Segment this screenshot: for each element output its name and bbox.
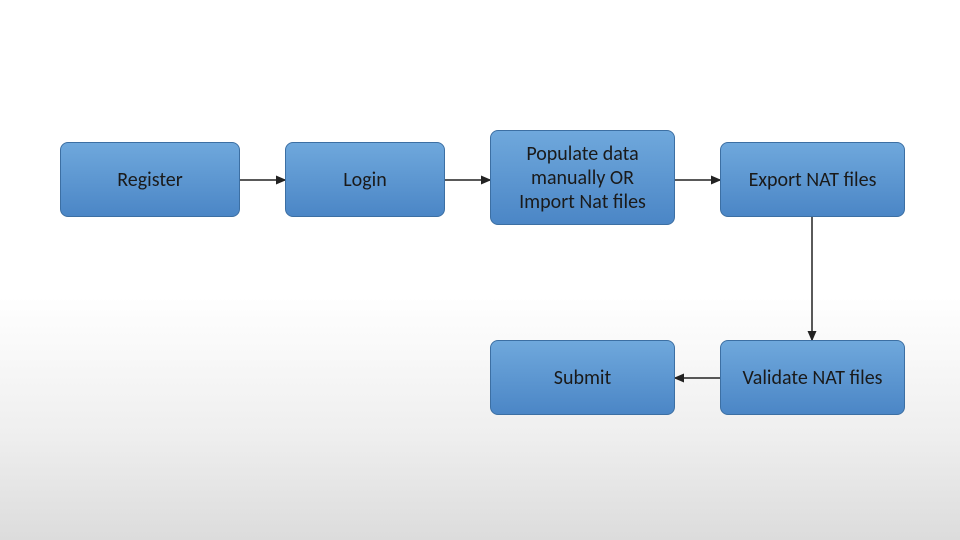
flowchart-node-login: Login [285,142,445,217]
flowchart-node-label: Login [296,168,434,192]
flowchart-node-label: Populate data manually OR Import Nat fil… [501,142,664,214]
flowchart-node-submit: Submit [490,340,675,415]
flowchart-node-register: Register [60,142,240,217]
flowchart-node-populate: Populate data manually OR Import Nat fil… [490,130,675,225]
flowchart-node-label: Export NAT files [731,168,894,192]
flowchart-node-label: Validate NAT files [731,366,894,390]
flowchart-node-validate: Validate NAT files [720,340,905,415]
flowchart-node-label: Register [71,168,229,192]
flowchart-node-export: Export NAT files [720,142,905,217]
flowchart-edges [0,0,960,540]
flowchart-node-label: Submit [501,366,664,390]
